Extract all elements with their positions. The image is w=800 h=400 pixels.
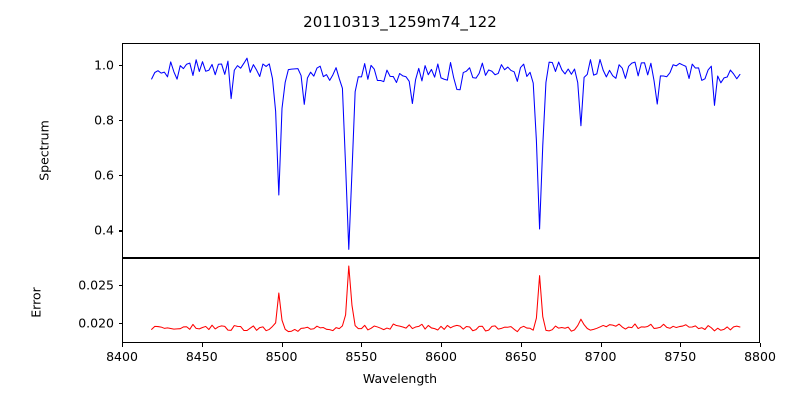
x-tick-label-8650: 8650 bbox=[504, 349, 537, 364]
error-y-tick-0.025 bbox=[118, 284, 122, 286]
x-tick-8700 bbox=[600, 343, 602, 347]
spectrum-y-tick-0.8 bbox=[118, 120, 122, 122]
x-tick-label-8800: 8800 bbox=[744, 349, 776, 364]
x-tick-8450 bbox=[201, 343, 203, 347]
error-y-tick-0.020 bbox=[118, 322, 122, 324]
error-data-line bbox=[151, 265, 741, 333]
x-tick-8800 bbox=[760, 343, 762, 347]
spectrum-y-axis-label: Spectrum bbox=[36, 120, 52, 181]
x-tick-label-8450: 8450 bbox=[185, 349, 218, 364]
x-tick-8600 bbox=[441, 343, 443, 347]
x-tick-8750 bbox=[680, 343, 682, 347]
spectrum-plot-area bbox=[122, 43, 760, 258]
x-tick-8400 bbox=[122, 343, 124, 347]
error-y-axis-label: Error bbox=[28, 287, 44, 318]
x-tick-8650 bbox=[520, 343, 522, 347]
spectrum-data-line bbox=[151, 57, 741, 250]
error-y-tick-label-0.020: 0.020 bbox=[78, 315, 114, 330]
spectrum-y-tick-label-0.6: 0.6 bbox=[94, 167, 114, 183]
x-tick-label-8500: 8500 bbox=[265, 349, 298, 364]
x-axis-label: Wavelength bbox=[362, 371, 438, 386]
x-tick-label-8600: 8600 bbox=[425, 349, 457, 364]
x-tick-label-8700: 8700 bbox=[584, 349, 617, 364]
spectrum-y-tick-label-0.8: 0.8 bbox=[94, 112, 114, 128]
error-y-tick-label-0.025: 0.025 bbox=[78, 277, 114, 293]
x-tick-8500 bbox=[281, 343, 283, 347]
x-tick-8550 bbox=[361, 343, 363, 347]
x-tick-label-8400: 8400 bbox=[106, 349, 138, 364]
error-plot-area bbox=[122, 258, 760, 343]
spectrum-y-tick-0.4 bbox=[118, 230, 122, 232]
x-tick-label-8750: 8750 bbox=[664, 349, 697, 364]
figure-title: 20110313_1259m74_122 bbox=[303, 13, 497, 31]
spectrum-y-tick-0.6 bbox=[118, 175, 122, 177]
spectrum-y-tick-label-0.4: 0.4 bbox=[94, 222, 114, 238]
spectrum-y-tick-label-1.0: 1.0 bbox=[94, 57, 114, 73]
spectrum-y-tick-1.0 bbox=[118, 65, 122, 67]
x-tick-label-8550: 8550 bbox=[345, 349, 378, 364]
